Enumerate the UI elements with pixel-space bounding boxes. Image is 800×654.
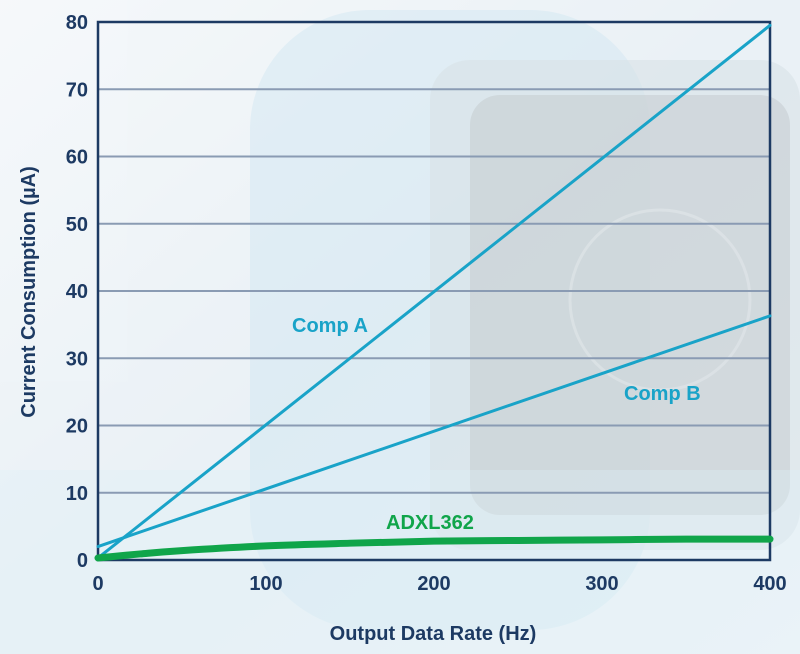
series-label-adxl362: ADXL362 <box>386 512 474 534</box>
x-tick-label-0: 0 <box>92 573 103 595</box>
series-line-comp-a <box>96 23 772 560</box>
y-tick-label-70: 70 <box>66 79 88 101</box>
y-tick-label-60: 60 <box>66 147 88 169</box>
y-tick-label-20: 20 <box>66 416 88 438</box>
grid-lines <box>98 88 770 494</box>
series-lines <box>94 23 774 562</box>
x-tick-label-100: 100 <box>249 573 282 595</box>
series-label-comp-a: Comp A <box>292 315 368 337</box>
y-tick-label-10: 10 <box>66 483 88 505</box>
y-tick-label-0: 0 <box>77 550 88 572</box>
y-tick-label-80: 80 <box>66 12 88 34</box>
plot-frame <box>96 20 772 562</box>
x-tick-label-400: 400 <box>753 573 786 595</box>
x-tick-label-200: 200 <box>417 573 450 595</box>
y-tick-label-50: 50 <box>66 214 88 236</box>
x-tick-label-300: 300 <box>585 573 618 595</box>
y-axis-title: Current Consumption (µA) <box>18 166 40 418</box>
tick-labels: 0 10 20 30 40 50 60 70 80 0 100 200 300 400 <box>66 12 787 595</box>
x-axis-title: Output Data Rate (Hz) <box>330 623 537 645</box>
series-line-adxl362 <box>94 535 774 562</box>
series-line-comp-b <box>96 314 772 549</box>
axes <box>96 20 772 562</box>
y-tick-label-40: 40 <box>66 281 88 303</box>
y-tick-label-30: 30 <box>66 348 88 370</box>
series-label-comp-b: Comp B <box>624 383 701 405</box>
